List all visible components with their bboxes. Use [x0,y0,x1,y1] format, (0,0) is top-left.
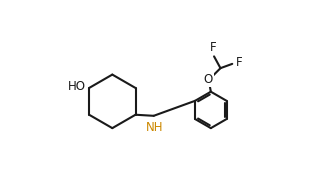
Text: F: F [210,41,216,54]
Text: NH: NH [145,121,163,133]
Text: HO: HO [68,80,86,93]
Text: F: F [236,56,242,69]
Text: O: O [204,73,213,86]
